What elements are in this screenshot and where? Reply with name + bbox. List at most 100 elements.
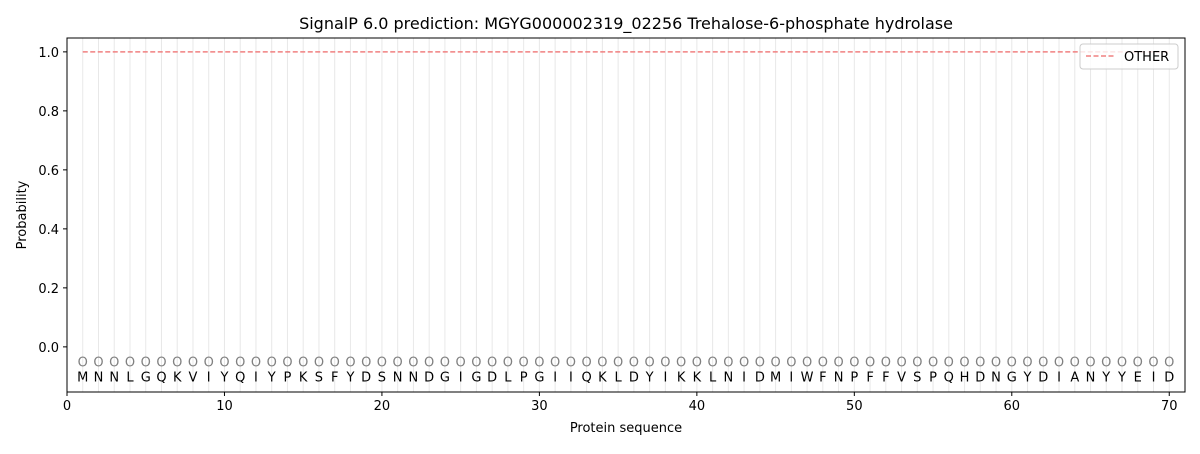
- residue-label: Y: [645, 371, 654, 386]
- residue-label: K: [693, 371, 702, 386]
- y-tick-label: 0.6: [38, 164, 59, 179]
- residue-label: H: [960, 371, 970, 386]
- label-marker: O: [219, 356, 229, 371]
- residue-label: G: [471, 371, 481, 386]
- label-marker: O: [109, 356, 119, 371]
- residue-label: D: [487, 371, 497, 386]
- residue-label: D: [1038, 371, 1048, 386]
- residue-label: F: [819, 371, 826, 386]
- label-marker: O: [676, 356, 686, 371]
- x-tick-label: 70: [1161, 399, 1178, 414]
- residue-label: I: [1152, 371, 1156, 386]
- label-marker: O: [267, 356, 277, 371]
- residue-label: N: [393, 371, 403, 386]
- residue-label: F: [331, 371, 338, 386]
- x-tick-label: 10: [216, 399, 233, 414]
- label-marker: O: [597, 356, 607, 371]
- residue-label: Y: [345, 371, 354, 386]
- residue-label: I: [569, 371, 573, 386]
- residue-label: L: [615, 371, 623, 386]
- residue-label: M: [77, 371, 88, 386]
- label-marker: O: [613, 356, 623, 371]
- label-marker: O: [1007, 356, 1017, 371]
- residue-label: Q: [582, 371, 592, 386]
- label-marker: O: [707, 356, 717, 371]
- residue-label: N: [1086, 371, 1096, 386]
- label-marker: O: [188, 356, 198, 371]
- residue-label: Y: [267, 371, 276, 386]
- label-marker: O: [424, 356, 434, 371]
- residue-label: F: [866, 371, 873, 386]
- residue-label: N: [109, 371, 119, 386]
- y-tick-label: 0.0: [38, 341, 59, 356]
- residue-label: D: [1164, 371, 1174, 386]
- label-marker: O: [235, 356, 245, 371]
- x-tick-label: 50: [846, 399, 863, 414]
- residue-label: D: [975, 371, 985, 386]
- residue-label: F: [882, 371, 889, 386]
- residue-label: I: [553, 371, 557, 386]
- label-marker: O: [1022, 356, 1032, 371]
- label-marker: O: [172, 356, 182, 371]
- label-marker: O: [550, 356, 560, 371]
- label-marker: O: [645, 356, 655, 371]
- residue-label: M: [770, 371, 781, 386]
- label-marker: O: [125, 356, 135, 371]
- x-tick-label: 20: [374, 399, 391, 414]
- residue-label: I: [254, 371, 258, 386]
- residue-label: I: [789, 371, 793, 386]
- label-marker: O: [519, 356, 529, 371]
- x-tick-label: 30: [531, 399, 548, 414]
- label-marker: O: [629, 356, 639, 371]
- label-marker: O: [912, 356, 922, 371]
- label-marker: O: [1148, 356, 1158, 371]
- residue-label: A: [1070, 371, 1079, 386]
- label-marker: O: [755, 356, 765, 371]
- residue-label: N: [409, 371, 419, 386]
- label-marker: O: [298, 356, 308, 371]
- label-marker: O: [723, 356, 733, 371]
- label-marker: O: [440, 356, 450, 371]
- label-marker: O: [1070, 356, 1080, 371]
- label-marker: O: [959, 356, 969, 371]
- residue-label: E: [1134, 371, 1142, 386]
- label-marker: O: [1054, 356, 1064, 371]
- residue-label: L: [126, 371, 134, 386]
- label-marker: O: [345, 356, 355, 371]
- y-tick-label: 1.0: [38, 46, 59, 61]
- residue-label: I: [459, 371, 463, 386]
- label-marker: O: [991, 356, 1001, 371]
- label-marker: O: [534, 356, 544, 371]
- label-marker: O: [282, 356, 292, 371]
- label-marker: O: [204, 356, 214, 371]
- residue-label: N: [834, 371, 844, 386]
- label-marker: O: [1117, 356, 1127, 371]
- residue-label: N: [94, 371, 104, 386]
- residue-label: I: [742, 371, 746, 386]
- label-marker: O: [770, 356, 780, 371]
- label-marker: O: [408, 356, 418, 371]
- label-marker: O: [896, 356, 906, 371]
- label-marker: O: [739, 356, 749, 371]
- residue-label: K: [173, 371, 182, 386]
- residue-label: I: [1057, 371, 1061, 386]
- residue-label: K: [677, 371, 686, 386]
- y-tick-label: 0.2: [38, 282, 59, 297]
- label-marker: O: [881, 356, 891, 371]
- label-marker: O: [1133, 356, 1143, 371]
- residue-label: G: [1007, 371, 1017, 386]
- label-marker: O: [314, 356, 324, 371]
- residue-label: Q: [235, 371, 245, 386]
- residue-label: G: [141, 371, 151, 386]
- residue-label: S: [913, 371, 921, 386]
- residue-label: K: [598, 371, 607, 386]
- label-marker: O: [93, 356, 103, 371]
- label-marker: O: [1164, 356, 1174, 371]
- y-tick-label: 0.8: [38, 105, 59, 120]
- residue-label: Q: [156, 371, 166, 386]
- x-tick-label: 0: [63, 399, 71, 414]
- label-marker: O: [1101, 356, 1111, 371]
- residue-label: N: [991, 371, 1001, 386]
- residue-label: D: [361, 371, 371, 386]
